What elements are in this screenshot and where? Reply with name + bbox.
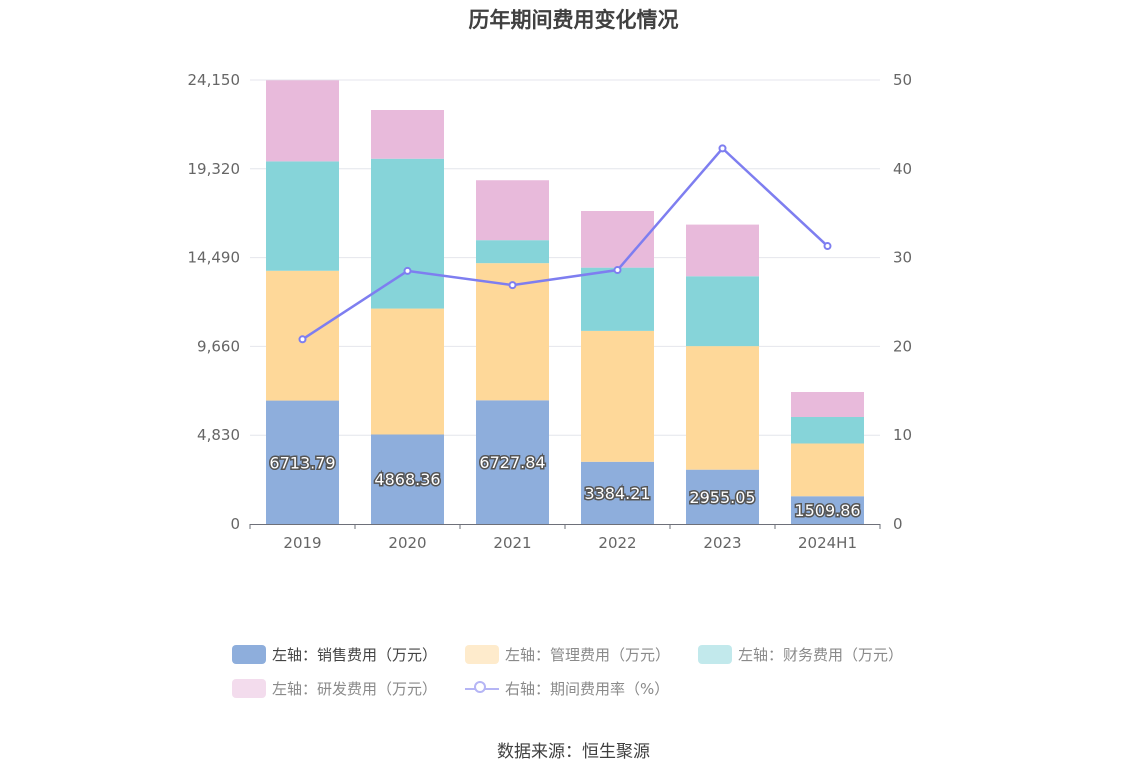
bar-finance bbox=[686, 276, 759, 347]
y-left-tick-label: 4,830 bbox=[197, 426, 240, 444]
rate-point bbox=[613, 266, 622, 275]
bar-rd bbox=[266, 80, 339, 162]
bar-rd bbox=[476, 180, 549, 241]
legend-swatch-mgmt bbox=[465, 644, 500, 664]
bar-mgmt bbox=[686, 346, 759, 470]
bar-mgmt bbox=[791, 443, 864, 497]
rate-point bbox=[508, 281, 517, 290]
legend-label-sales: 左轴：销售费用（万元） bbox=[272, 645, 438, 664]
bar-finance bbox=[266, 161, 339, 271]
bar-sales bbox=[476, 400, 549, 524]
y-right-tick-label: 0 bbox=[893, 515, 903, 533]
bar-data-label: 3384.21 bbox=[584, 484, 650, 503]
rate-point bbox=[823, 242, 832, 251]
rate-point bbox=[403, 266, 412, 275]
legend-item-sales[interactable]: 左轴：销售费用（万元） bbox=[232, 644, 437, 665]
legend-label-finance: 左轴：财务费用（万元） bbox=[738, 645, 904, 664]
rate-point bbox=[298, 335, 307, 344]
bar-sales bbox=[686, 469, 759, 524]
legend-row-2: 左轴：研发费用（万元） 右轴：期间费用率（%） bbox=[232, 671, 932, 705]
x-tick-label: 2021 bbox=[493, 534, 531, 552]
legend-item-rate[interactable]: 右轴：期间费用率（%） bbox=[465, 678, 669, 699]
legend-swatch-finance bbox=[698, 644, 733, 664]
bar-sales bbox=[791, 496, 864, 524]
legend-row-1: 左轴：销售费用（万元） 左轴：管理费用（万元） 左轴：财务费用（万元） bbox=[232, 637, 932, 671]
legend-item-rd[interactable]: 左轴：研发费用（万元） bbox=[232, 678, 437, 699]
legend-item-finance[interactable]: 左轴：财务费用（万元） bbox=[698, 644, 903, 665]
legend-label-rate: 右轴：期间费用率（%） bbox=[505, 679, 670, 698]
y-left-tick-label: 24,150 bbox=[188, 71, 241, 89]
bar-sales bbox=[371, 434, 444, 524]
bar-finance bbox=[371, 158, 444, 309]
legend-label-rd: 左轴：研发费用（万元） bbox=[272, 679, 438, 698]
x-tick-label: 2019 bbox=[283, 534, 321, 552]
bar-sales bbox=[266, 400, 339, 524]
bar-data-label: 1509.86 bbox=[794, 501, 860, 520]
x-tick-label: 2024H1 bbox=[798, 534, 857, 552]
x-tick-label: 2020 bbox=[388, 534, 426, 552]
bar-data-label: 6713.79 bbox=[269, 453, 335, 472]
legend-swatch-rd bbox=[232, 678, 266, 698]
bar-data-label: 6727.84 bbox=[479, 453, 545, 472]
legend-label-mgmt: 左轴：管理费用（万元） bbox=[505, 645, 671, 664]
rate-line bbox=[301, 146, 829, 341]
bar-sales bbox=[581, 461, 654, 524]
bar-data-label: 4868.36 bbox=[374, 470, 440, 489]
y-right-tick-label: 30 bbox=[893, 249, 912, 267]
chart-title: 历年期间费用变化情况 bbox=[468, 8, 679, 32]
x-tick-label: 2023 bbox=[703, 534, 741, 552]
y-left-tick-label: 14,490 bbox=[188, 249, 241, 267]
bar-rd bbox=[791, 391, 864, 418]
legend-swatch-rate bbox=[465, 679, 500, 698]
legend-swatch-sales bbox=[232, 644, 266, 664]
data-source: 数据来源：恒生聚源 bbox=[497, 742, 650, 762]
bar-finance bbox=[581, 267, 654, 331]
bar-mgmt bbox=[371, 308, 444, 435]
x-tick-label: 2022 bbox=[598, 534, 636, 552]
y-right-tick-label: 20 bbox=[893, 337, 912, 355]
rate-point bbox=[718, 144, 727, 153]
y-right-tick-label: 10 bbox=[893, 426, 912, 444]
bar-data-label: 2955.05 bbox=[689, 488, 755, 507]
bar-rd bbox=[581, 211, 654, 268]
bar-finance bbox=[476, 240, 549, 264]
bar-mgmt bbox=[581, 330, 654, 462]
legend-item-mgmt[interactable]: 左轴：管理费用（万元） bbox=[465, 644, 670, 665]
bar-rd bbox=[686, 224, 759, 277]
bar-rd bbox=[371, 109, 444, 159]
y-right-tick-label: 40 bbox=[893, 160, 912, 178]
legend: 左轴：销售费用（万元） 左轴：管理费用（万元） 左轴：财务费用（万元） 左轴：研… bbox=[232, 637, 932, 705]
y-left-tick-label: 19,320 bbox=[188, 160, 241, 178]
y-left-tick-label: 0 bbox=[230, 515, 240, 533]
y-right-tick-label: 50 bbox=[893, 71, 912, 89]
bar-finance bbox=[791, 417, 864, 444]
y-left-tick-label: 9,660 bbox=[197, 337, 240, 355]
